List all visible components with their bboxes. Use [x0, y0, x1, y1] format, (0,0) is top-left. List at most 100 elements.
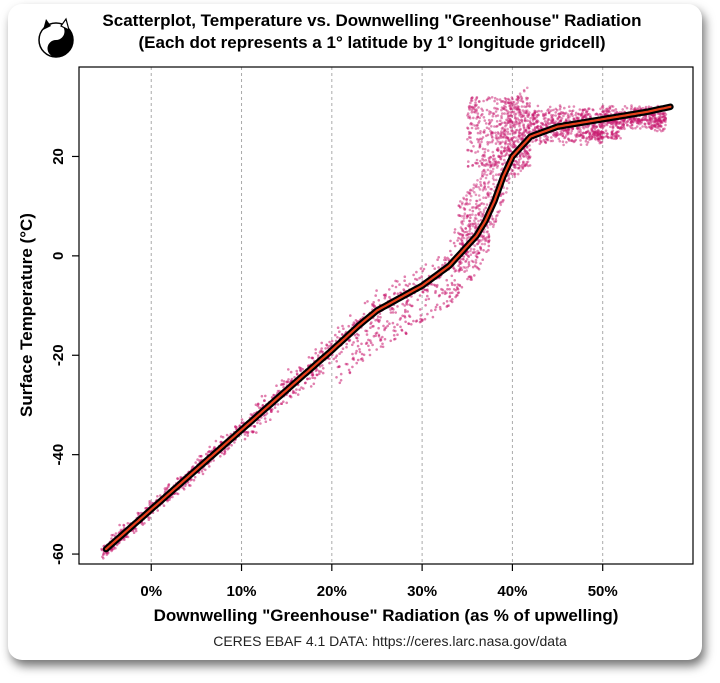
data-point [486, 230, 489, 233]
data-point [468, 189, 472, 192]
data-point [184, 484, 187, 488]
data-point [490, 131, 493, 135]
data-point [481, 258, 485, 261]
data-point [451, 291, 454, 295]
data-point [490, 222, 494, 226]
data-point [552, 121, 555, 125]
data-point [641, 125, 644, 128]
data-point [199, 454, 203, 458]
data-point [374, 318, 377, 322]
data-point [474, 202, 478, 206]
data-point [365, 341, 369, 345]
data-point [479, 130, 482, 133]
data-point [355, 349, 358, 353]
data-point [482, 208, 486, 211]
data-point [474, 206, 478, 209]
data-point [470, 222, 473, 226]
data-point [643, 118, 647, 121]
data-point [336, 326, 340, 330]
data-point [392, 329, 396, 332]
data-point [502, 150, 506, 153]
data-point [490, 125, 493, 128]
data-point [254, 403, 258, 407]
data-point [335, 376, 338, 379]
data-point [518, 92, 522, 95]
data-point [515, 102, 518, 106]
data-point [478, 142, 482, 146]
data-point [532, 113, 535, 117]
data-point [493, 106, 496, 110]
data-point [492, 154, 495, 158]
data-point [543, 113, 546, 116]
data-point [192, 478, 196, 482]
data-point [501, 200, 504, 204]
data-point [352, 341, 355, 344]
data-point [403, 314, 406, 318]
data-point [190, 466, 194, 469]
data-point [377, 299, 381, 302]
data-point [651, 125, 654, 128]
data-point [487, 118, 491, 122]
data-point [639, 127, 642, 130]
data-point [460, 227, 464, 231]
data-point [412, 319, 415, 323]
data-point [504, 130, 508, 133]
data-point [487, 232, 491, 236]
data-point [392, 334, 396, 337]
data-point [144, 507, 147, 510]
data-point [629, 121, 633, 124]
data-point [324, 347, 327, 350]
data-point [489, 169, 492, 173]
data-point [265, 412, 269, 415]
data-point [469, 136, 472, 139]
data-point [460, 285, 464, 289]
data-point [468, 202, 471, 206]
data-point [227, 446, 231, 450]
data-point [204, 468, 207, 472]
data-point [403, 289, 406, 293]
data-point [471, 189, 474, 192]
data-point [475, 265, 478, 269]
data-point [512, 107, 515, 110]
data-point [509, 123, 512, 127]
data-point [422, 267, 426, 271]
data-point [481, 147, 485, 151]
data-point [468, 222, 471, 226]
data-point [384, 326, 388, 329]
data-point [318, 365, 322, 368]
data-point [401, 302, 405, 306]
data-point [501, 154, 504, 158]
data-point [431, 264, 435, 268]
data-point [579, 139, 582, 142]
data-point [561, 140, 565, 143]
data-point [570, 110, 574, 113]
data-point [461, 222, 464, 226]
data-point [521, 109, 525, 112]
data-point [518, 155, 522, 158]
data-point [572, 117, 576, 120]
data-point [518, 131, 521, 135]
data-point [539, 141, 543, 144]
data-point [596, 132, 599, 136]
data-point [499, 194, 503, 197]
data-point [233, 441, 236, 444]
data-point [512, 165, 516, 169]
data-point [651, 114, 655, 118]
data-point [368, 348, 371, 352]
data-point [465, 201, 469, 204]
data-point [618, 120, 621, 124]
data-point [382, 293, 386, 297]
data-point [306, 377, 309, 381]
data-point [492, 154, 496, 157]
data-point [477, 140, 480, 144]
data-point [225, 433, 229, 437]
data-point [453, 244, 457, 248]
data-point [447, 258, 451, 261]
data-point [423, 288, 427, 292]
data-point [472, 248, 476, 251]
data-point [410, 304, 413, 308]
data-point [534, 126, 537, 129]
data-point [577, 116, 580, 120]
data-point [525, 161, 529, 164]
data-point [101, 555, 104, 559]
